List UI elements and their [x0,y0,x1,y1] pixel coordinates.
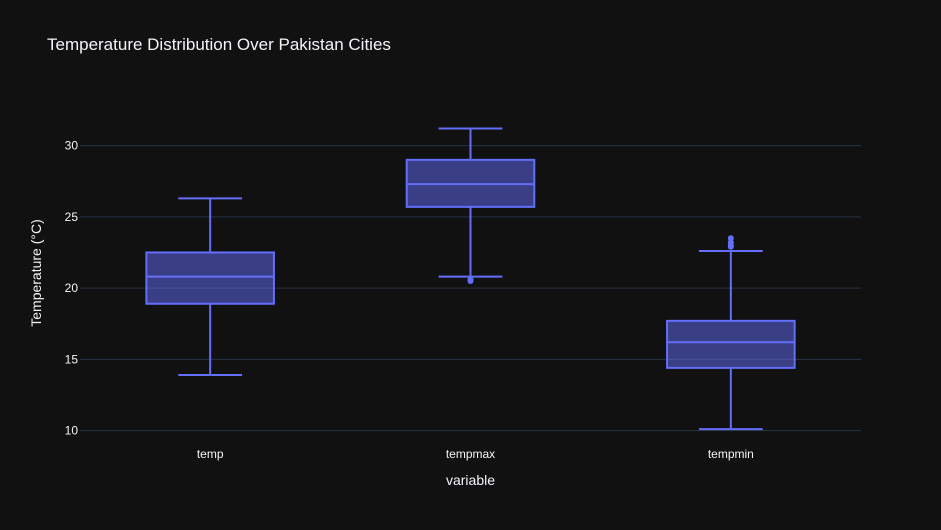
box-temp [145,197,275,377]
y-tick-label: 25 [65,210,79,224]
box-tempmax [405,127,536,284]
box-tempmin [666,235,796,431]
y-tick-label: 30 [65,139,79,153]
outlier-point [727,235,734,242]
box-iqr [145,251,275,305]
y-tick-label: 10 [65,424,79,438]
x-tick-label: tempmin [708,447,754,461]
y-axis-ticks: 10 15 20 25 30 [65,139,79,438]
y-tick-label: 15 [65,352,79,366]
x-tick-label: tempmax [446,447,495,461]
box-iqr [666,319,796,369]
outlier-point [467,277,474,284]
x-tick-label: temp [197,447,224,461]
x-axis-ticks: temp tempmax tempmin [197,447,754,461]
y-tick-label: 20 [65,281,79,295]
x-axis-title: variable [446,472,495,488]
chart-title: Temperature Distribution Over Pakistan C… [47,35,391,54]
outlier-point [727,239,734,246]
y-axis-title: Temperature (°C) [28,219,44,327]
boxes-layer [145,127,796,431]
